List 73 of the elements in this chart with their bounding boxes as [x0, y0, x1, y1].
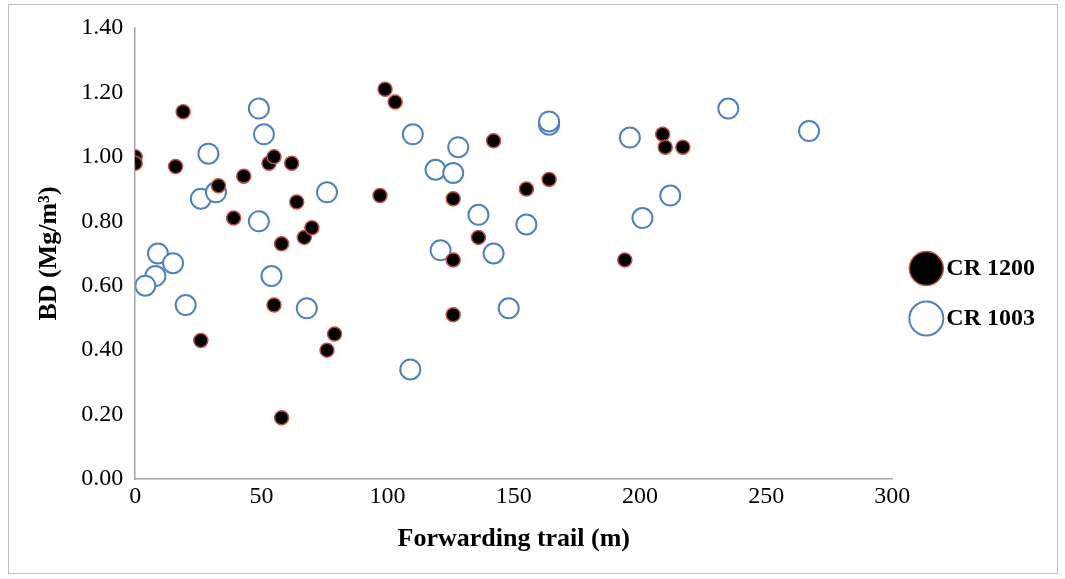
point — [631, 207, 654, 230]
point — [424, 158, 447, 181]
point — [146, 242, 169, 265]
point — [304, 219, 320, 236]
point — [541, 171, 557, 188]
point — [175, 104, 191, 120]
x-tick-label: 200 — [621, 481, 658, 508]
point — [135, 274, 157, 297]
point — [485, 133, 502, 149]
legend-label: CR 1200 — [946, 253, 1036, 280]
point — [401, 123, 424, 146]
point — [319, 342, 335, 358]
point — [387, 94, 403, 110]
point — [482, 242, 505, 265]
point — [515, 213, 538, 236]
point — [162, 252, 185, 275]
x-tick-label: 100 — [369, 481, 406, 508]
y-tick-label: 0.60 — [81, 271, 124, 298]
point — [295, 297, 318, 320]
point — [326, 326, 343, 342]
point — [659, 184, 682, 207]
point — [442, 161, 465, 184]
point — [445, 306, 461, 323]
point — [372, 187, 388, 204]
y-tick-label: 1.40 — [81, 13, 124, 40]
point — [252, 123, 275, 146]
point — [266, 297, 282, 313]
point — [798, 120, 821, 143]
point — [266, 149, 282, 165]
y-axis-title: BD (Mg/m³) — [33, 186, 63, 321]
point — [247, 210, 270, 233]
point — [518, 181, 535, 197]
y-tick-label: 1.20 — [81, 77, 124, 104]
y-tick-label: 0.80 — [81, 206, 124, 233]
x-tick-label: 150 — [495, 481, 532, 508]
y-tick-label: 0.40 — [81, 335, 124, 362]
point — [445, 252, 461, 268]
x-tick-label: 0 — [129, 481, 142, 508]
point — [260, 265, 283, 288]
point — [617, 252, 633, 268]
point — [167, 158, 184, 175]
point — [618, 126, 641, 149]
point — [445, 190, 461, 207]
point — [447, 136, 470, 159]
point — [273, 236, 290, 252]
point — [657, 139, 673, 155]
point — [377, 81, 393, 97]
point — [174, 294, 197, 317]
point — [717, 97, 740, 120]
point — [235, 168, 252, 184]
point — [675, 139, 691, 155]
point — [467, 203, 490, 226]
point — [193, 332, 209, 349]
point — [654, 126, 671, 143]
point — [399, 358, 422, 381]
point — [288, 194, 305, 210]
point — [283, 155, 300, 172]
point — [316, 181, 339, 204]
legend-label: CR 1003 — [946, 303, 1036, 330]
x-tick-label: 250 — [748, 481, 785, 508]
point — [247, 97, 270, 120]
point — [273, 410, 290, 426]
y-tick-label: 0.00 — [81, 464, 124, 491]
x-tick-label: 300 — [874, 481, 911, 508]
point — [470, 229, 487, 246]
point — [197, 142, 220, 165]
point — [225, 210, 242, 226]
y-tick-label: 0.20 — [81, 399, 124, 426]
point — [497, 297, 520, 320]
x-tick-label: 50 — [249, 481, 274, 508]
y-tick-label: 1.00 — [81, 142, 124, 169]
point — [429, 239, 452, 262]
x-axis-title: Forwarding trail (m) — [397, 523, 631, 553]
